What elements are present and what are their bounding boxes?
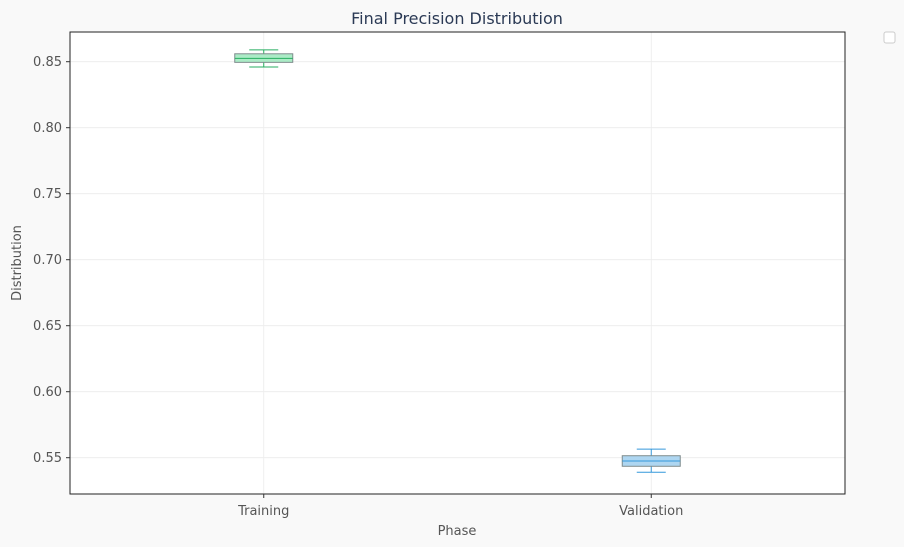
- y-tick-label: 0.65: [33, 319, 62, 334]
- x-tick-label: Training: [237, 504, 289, 519]
- y-tick-label: 0.55: [33, 451, 62, 466]
- y-tick-label: 0.80: [33, 121, 62, 136]
- y-tick-label: 0.60: [33, 385, 62, 400]
- x-axis-label: Phase: [438, 524, 477, 539]
- box-validation: [621, 448, 681, 473]
- y-tick-label: 0.75: [33, 187, 62, 202]
- box-layer: [234, 49, 681, 473]
- y-axis: 0.55 0.60 0.65 0.70 0.75 0.80 0.85: [33, 55, 70, 466]
- y-tick-label: 0.85: [33, 55, 62, 70]
- y-axis-label: Distribution: [10, 225, 25, 301]
- legend-box: [883, 31, 896, 44]
- plot-area: [70, 32, 845, 494]
- grid-layer: [70, 32, 845, 494]
- box-training: [234, 49, 294, 68]
- x-tick-label: Validation: [619, 504, 683, 519]
- x-axis: Training Validation: [237, 494, 683, 519]
- plot-frame: [69, 31, 846, 495]
- y-tick-label: 0.70: [33, 253, 62, 268]
- chart-title: Final Precision Distribution: [351, 9, 563, 28]
